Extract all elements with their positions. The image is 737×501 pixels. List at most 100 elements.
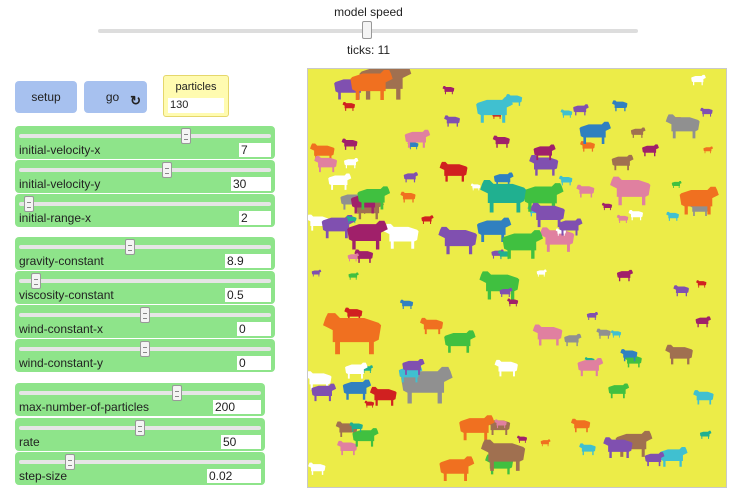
- slider-thumb[interactable]: [125, 239, 136, 255]
- slider-label: initial-range-x: [19, 211, 92, 225]
- slider-value-field[interactable]: 7: [239, 143, 271, 157]
- slider-gravity-constant[interactable]: gravity-constant 8.9: [15, 237, 275, 270]
- slider-thumb[interactable]: [172, 385, 183, 401]
- slider-value-field[interactable]: 2: [239, 211, 271, 225]
- slider-value-field[interactable]: 50: [221, 435, 261, 449]
- cow-particle-icon: [580, 141, 595, 152]
- cow-particle-icon: [608, 383, 630, 399]
- slider-label: initial-velocity-x: [19, 143, 101, 157]
- slider-wind-constant-x[interactable]: wind-constant-x 0: [15, 305, 275, 338]
- cow-particle-icon: [311, 269, 322, 277]
- slider-initial-velocity-x[interactable]: initial-velocity-x 7: [15, 126, 275, 159]
- cow-particle-icon: [476, 96, 513, 123]
- cow-particle-icon: [400, 191, 416, 203]
- cow-particle-icon: [673, 285, 689, 297]
- model-speed-slider-thumb[interactable]: [362, 21, 372, 39]
- cow-particle-icon: [470, 183, 481, 191]
- slider-track[interactable]: [19, 279, 271, 283]
- slider-viscosity-constant[interactable]: viscosity-constant 0.5: [15, 271, 275, 304]
- cow-particle-icon: [540, 439, 551, 447]
- cow-particle-icon: [564, 333, 582, 347]
- cow-particle-icon: [347, 220, 388, 250]
- slider-initial-velocity-y[interactable]: initial-velocity-y 30: [15, 160, 275, 193]
- slider-value-field[interactable]: 200: [213, 400, 261, 414]
- slider-track[interactable]: [19, 245, 271, 249]
- world-canvas: [308, 69, 719, 482]
- slider-thumb[interactable]: [135, 420, 145, 436]
- cow-particle-icon: [342, 379, 372, 400]
- cow-particle-icon: [442, 85, 455, 95]
- cow-particle-icon: [579, 121, 611, 144]
- cow-particle-icon: [610, 330, 622, 338]
- cow-particle-icon: [494, 359, 518, 377]
- slider-track[interactable]: [19, 202, 271, 206]
- cow-particle-icon: [341, 138, 358, 150]
- slider-label: wind-constant-x: [19, 322, 104, 336]
- cow-particle-icon: [671, 181, 682, 188]
- cow-particle-icon: [532, 324, 563, 346]
- slider-thumb[interactable]: [140, 341, 150, 357]
- slider-value-field[interactable]: 30: [231, 177, 271, 191]
- slider-rate[interactable]: rate 50: [15, 418, 265, 451]
- slider-label: gravity-constant: [19, 254, 104, 268]
- slider-label: step-size: [19, 469, 68, 483]
- cow-particle-icon: [311, 383, 337, 402]
- slider-label: max-number-of-particles: [19, 400, 150, 414]
- cow-particle-icon: [659, 447, 688, 467]
- cow-particle-icon: [601, 202, 613, 211]
- cow-particle-icon: [703, 146, 713, 154]
- slider-label: wind-constant-y: [19, 356, 104, 370]
- slider-value-field[interactable]: 0: [237, 356, 271, 370]
- slider-track[interactable]: [19, 460, 261, 464]
- slider-wind-constant-y[interactable]: wind-constant-y 0: [15, 339, 275, 372]
- cow-particle-icon: [665, 114, 700, 139]
- slider-thumb[interactable]: [65, 454, 76, 470]
- slider-track[interactable]: [19, 391, 261, 395]
- slider-initial-range-x[interactable]: initial-range-x 2: [15, 194, 275, 227]
- slider-max-number-of-particles[interactable]: max-number-of-particles 200: [15, 383, 265, 416]
- slider-thumb[interactable]: [161, 162, 172, 178]
- cow-particle-icon: [699, 430, 712, 439]
- slider-value-field[interactable]: 0: [237, 322, 271, 336]
- slider-step-size[interactable]: step-size 0.02: [15, 452, 265, 485]
- cow-particle-icon: [344, 158, 359, 169]
- cow-particle-icon: [665, 344, 693, 365]
- slider-label: initial-velocity-y: [19, 177, 101, 191]
- cow-particle-icon: [438, 226, 478, 255]
- cow-particle-icon: [576, 184, 595, 198]
- cow-particle-icon: [444, 115, 460, 127]
- slider-track[interactable]: [19, 168, 271, 172]
- cow-particle-icon: [529, 155, 559, 176]
- world-view[interactable]: [307, 68, 727, 488]
- cow-particle-icon: [347, 253, 359, 262]
- cow-particle-icon: [586, 312, 599, 321]
- slider-track[interactable]: [19, 134, 271, 138]
- cow-particle-icon: [337, 440, 358, 456]
- cow-particle-icon: [439, 456, 475, 482]
- cow-particle-icon: [611, 154, 634, 171]
- slider-thumb[interactable]: [31, 273, 42, 289]
- cow-particle-icon: [323, 313, 382, 355]
- forever-loop-icon: ↻: [130, 93, 141, 108]
- cow-particle-icon: [610, 176, 651, 206]
- slider-value-field[interactable]: 0.02: [207, 469, 261, 483]
- go-button[interactable]: go ↻: [84, 81, 147, 113]
- cow-particle-icon: [558, 175, 573, 186]
- setup-button[interactable]: setup: [15, 81, 77, 113]
- go-button-label: go: [105, 90, 120, 104]
- slider-thumb[interactable]: [23, 196, 34, 212]
- cow-particle-icon: [579, 443, 596, 456]
- cow-particle-icon: [348, 272, 359, 280]
- cow-particle-icon: [693, 390, 714, 405]
- particles-monitor: particles 130: [163, 75, 229, 117]
- cow-particle-icon: [616, 269, 634, 282]
- cow-particle-icon: [612, 100, 628, 112]
- cow-particle-icon: [403, 172, 419, 183]
- slider-value-field[interactable]: 8.9: [225, 254, 271, 268]
- cow-particle-icon: [577, 357, 604, 377]
- cow-particle-icon: [536, 269, 547, 277]
- cow-particle-icon: [628, 210, 643, 221]
- slider-thumb[interactable]: [181, 128, 192, 144]
- slider-value-field[interactable]: 0.5: [225, 288, 271, 302]
- slider-thumb[interactable]: [140, 307, 150, 323]
